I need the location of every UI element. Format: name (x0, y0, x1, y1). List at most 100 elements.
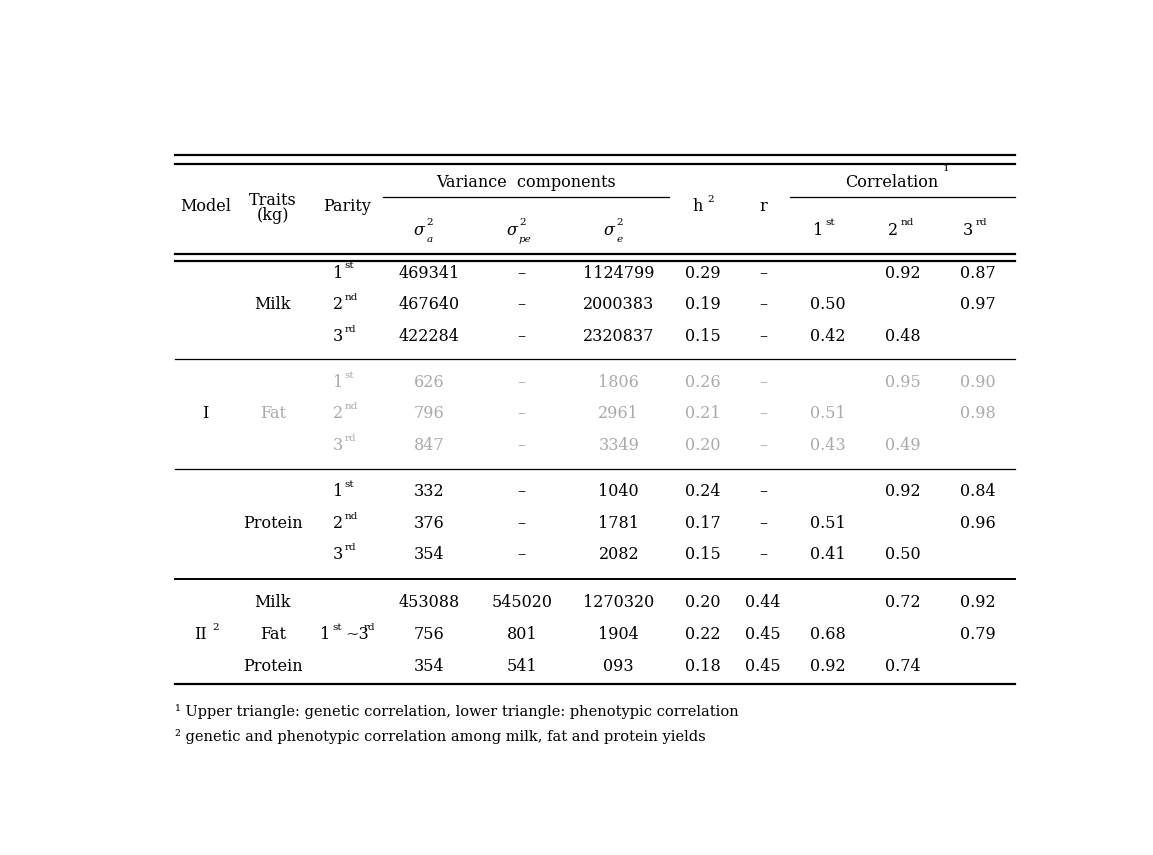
Text: 0.97: 0.97 (960, 296, 996, 313)
Text: 1: 1 (333, 374, 342, 391)
Text: 1: 1 (942, 164, 949, 173)
Text: st: st (826, 218, 835, 227)
Text: –: – (759, 546, 767, 563)
Text: 0.24: 0.24 (685, 483, 721, 500)
Text: 1270320: 1270320 (583, 594, 655, 611)
Text: 0.49: 0.49 (886, 437, 921, 454)
Text: 545020: 545020 (491, 594, 552, 611)
Text: e: e (616, 235, 623, 244)
Text: 1: 1 (333, 264, 342, 281)
Text: h: h (692, 198, 702, 215)
Text: rd: rd (345, 325, 356, 333)
Text: –: – (518, 437, 526, 454)
Text: 2000383: 2000383 (583, 296, 655, 313)
Text: st: st (345, 480, 354, 489)
Text: 0.15: 0.15 (685, 546, 721, 563)
Text: Protein: Protein (243, 657, 303, 675)
Text: rd: rd (363, 622, 375, 632)
Text: 354: 354 (414, 546, 444, 563)
Text: 0.44: 0.44 (745, 594, 781, 611)
Text: 0.20: 0.20 (685, 437, 721, 454)
Text: ¹ Upper triangle: genetic correlation, lower triangle: phenotypic correlation: ¹ Upper triangle: genetic correlation, l… (175, 704, 739, 719)
Text: 0.92: 0.92 (811, 657, 845, 675)
Text: st: st (345, 262, 354, 270)
Text: 0.84: 0.84 (960, 483, 996, 500)
Text: –: – (759, 483, 767, 500)
Text: Traits: Traits (249, 192, 296, 209)
Text: 1781: 1781 (598, 515, 639, 532)
Text: 0.72: 0.72 (886, 594, 921, 611)
Text: 2: 2 (333, 296, 342, 313)
Text: –: – (518, 546, 526, 563)
Text: 2320837: 2320837 (583, 327, 655, 345)
Text: 541: 541 (506, 657, 537, 675)
Text: 0.87: 0.87 (960, 264, 996, 281)
Text: Protein: Protein (243, 515, 303, 532)
Text: –: – (518, 264, 526, 281)
Text: –: – (759, 296, 767, 313)
Text: –: – (759, 374, 767, 391)
Text: 0.90: 0.90 (960, 374, 996, 391)
Text: –: – (759, 437, 767, 454)
Text: 332: 332 (414, 483, 444, 500)
Text: st: st (332, 622, 342, 632)
Text: nd: nd (900, 218, 913, 227)
Text: 3349: 3349 (598, 437, 639, 454)
Text: –: – (518, 515, 526, 532)
Text: –: – (518, 405, 526, 422)
Text: 2: 2 (888, 222, 898, 239)
Text: 0.19: 0.19 (685, 296, 721, 313)
Text: 1: 1 (333, 483, 342, 500)
Text: 2: 2 (427, 218, 434, 227)
Text: 1: 1 (321, 626, 331, 643)
Text: σ: σ (414, 222, 424, 239)
Text: 0.92: 0.92 (886, 483, 921, 500)
Text: 0.51: 0.51 (811, 515, 846, 532)
Text: 354: 354 (414, 657, 444, 675)
Text: 0.51: 0.51 (811, 405, 846, 422)
Text: σ: σ (506, 222, 518, 239)
Text: 626: 626 (414, 374, 444, 391)
Text: 0.21: 0.21 (685, 405, 721, 422)
Text: 453088: 453088 (399, 594, 460, 611)
Text: 376: 376 (414, 515, 444, 532)
Text: 093: 093 (603, 657, 634, 675)
Text: 1040: 1040 (598, 483, 639, 500)
Text: –: – (759, 515, 767, 532)
Text: II: II (194, 626, 206, 643)
Text: 0.92: 0.92 (886, 264, 921, 281)
Text: 3: 3 (333, 437, 342, 454)
Text: Correlation: Correlation (845, 174, 939, 192)
Text: ² genetic and phenotypic correlation among milk, fat and protein yields: ² genetic and phenotypic correlation amo… (175, 728, 706, 744)
Text: 796: 796 (414, 405, 444, 422)
Text: 2: 2 (616, 218, 623, 227)
Text: I: I (202, 405, 209, 422)
Text: 0.95: 0.95 (886, 374, 921, 391)
Text: 0.92: 0.92 (960, 594, 996, 611)
Text: 0.18: 0.18 (685, 657, 721, 675)
Text: Parity: Parity (323, 198, 370, 215)
Text: 756: 756 (414, 626, 444, 643)
Text: Milk: Milk (255, 594, 292, 611)
Text: 469341: 469341 (399, 264, 460, 281)
Text: 0.48: 0.48 (886, 327, 921, 345)
Text: 801: 801 (506, 626, 537, 643)
Text: 0.50: 0.50 (886, 546, 921, 563)
Text: Milk: Milk (255, 296, 292, 313)
Text: 0.26: 0.26 (685, 374, 721, 391)
Text: Variance  components: Variance components (436, 174, 616, 192)
Text: nd: nd (345, 402, 359, 411)
Text: nd: nd (345, 511, 359, 521)
Text: 847: 847 (414, 437, 444, 454)
Text: 2: 2 (333, 515, 342, 532)
Text: 0.98: 0.98 (960, 405, 996, 422)
Text: 1806: 1806 (598, 374, 639, 391)
Text: 1: 1 (813, 222, 823, 239)
Text: –: – (518, 327, 526, 345)
Text: 0.96: 0.96 (960, 515, 996, 532)
Text: 0.41: 0.41 (811, 546, 845, 563)
Text: 0.17: 0.17 (685, 515, 721, 532)
Text: –: – (759, 264, 767, 281)
Text: 1904: 1904 (598, 626, 639, 643)
Text: Fat: Fat (259, 405, 286, 422)
